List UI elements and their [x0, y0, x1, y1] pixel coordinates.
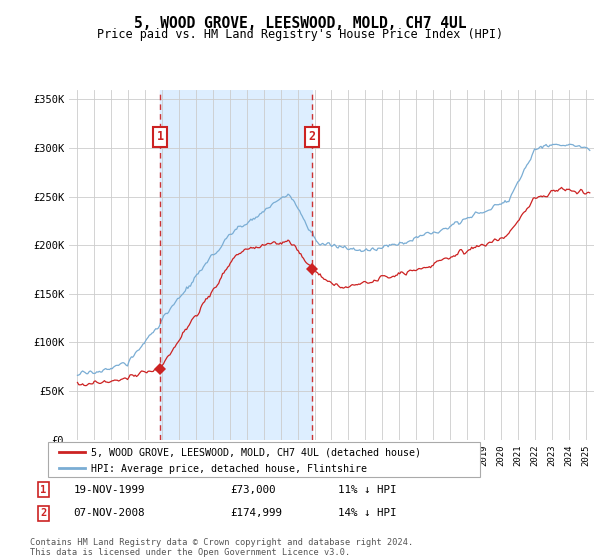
Text: 5, WOOD GROVE, LEESWOOD, MOLD, CH7 4UL (detached house): 5, WOOD GROVE, LEESWOOD, MOLD, CH7 4UL (… [91, 448, 421, 458]
Text: Contains HM Land Registry data © Crown copyright and database right 2024.
This d: Contains HM Land Registry data © Crown c… [30, 538, 413, 557]
Text: 1: 1 [40, 485, 47, 495]
Text: £174,999: £174,999 [230, 508, 282, 519]
Text: 14% ↓ HPI: 14% ↓ HPI [338, 508, 396, 519]
Text: 19-NOV-1999: 19-NOV-1999 [73, 485, 145, 495]
Text: 07-NOV-2008: 07-NOV-2008 [73, 508, 145, 519]
Text: 2: 2 [40, 508, 47, 519]
Text: 5, WOOD GROVE, LEESWOOD, MOLD, CH7 4UL: 5, WOOD GROVE, LEESWOOD, MOLD, CH7 4UL [134, 16, 466, 31]
Text: 2: 2 [308, 130, 316, 143]
Text: Price paid vs. HM Land Registry's House Price Index (HPI): Price paid vs. HM Land Registry's House … [97, 28, 503, 41]
Bar [160, 90, 312, 440]
Text: 11% ↓ HPI: 11% ↓ HPI [338, 485, 396, 495]
Text: £73,000: £73,000 [230, 485, 275, 495]
Text: HPI: Average price, detached house, Flintshire: HPI: Average price, detached house, Flin… [91, 464, 367, 474]
FancyBboxPatch shape [48, 442, 480, 477]
Text: 1: 1 [157, 130, 164, 143]
